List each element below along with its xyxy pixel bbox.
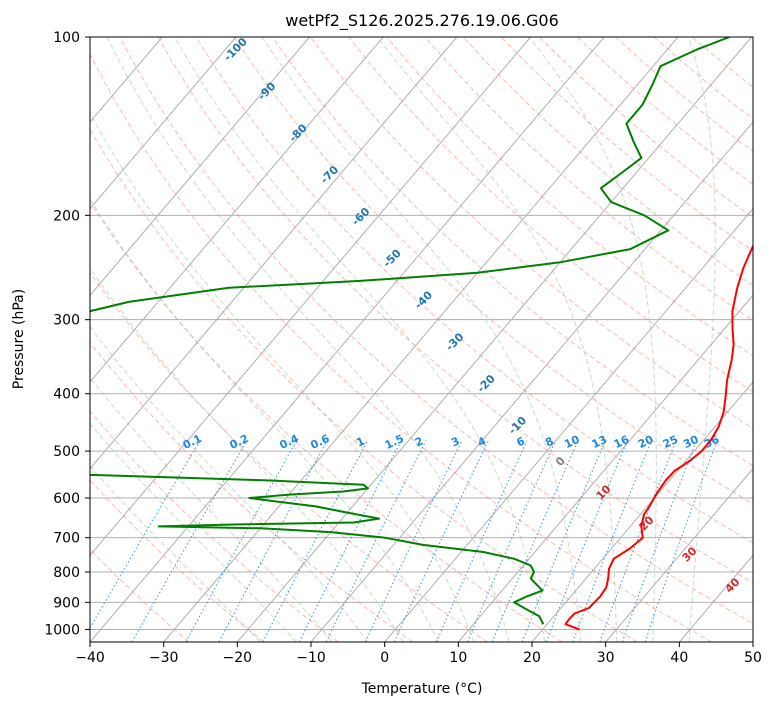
moist-adiabat-line xyxy=(90,326,369,642)
dry-adiabat-line xyxy=(310,37,753,430)
dry-adiabat-line xyxy=(90,128,638,642)
moist-adiabat-line xyxy=(174,37,546,642)
y-tick-label: 800 xyxy=(53,565,80,581)
mixing-ratio-line xyxy=(218,440,328,642)
isotherm-line xyxy=(90,37,531,557)
dry-adiabat-line xyxy=(90,201,563,642)
isotherm-line xyxy=(90,37,310,297)
x-tick-label: 50 xyxy=(744,650,762,666)
mixing-ratio-label: 36 xyxy=(702,433,722,451)
x-tick-label: 0 xyxy=(380,650,389,666)
dry-adiabat-line xyxy=(424,37,753,322)
moist-adiabat-line xyxy=(90,422,297,642)
moist-adiabat-line xyxy=(261,37,582,642)
mixing-ratio-line xyxy=(491,440,579,642)
series xyxy=(90,37,753,631)
x-axis-label: Temperature (°C) xyxy=(361,681,483,697)
mixing-ratio-line xyxy=(599,440,677,642)
isotherm-line xyxy=(90,37,458,470)
moist-adiabat-line xyxy=(90,198,439,642)
y-tick-label: 200 xyxy=(53,208,80,224)
x-tick-label: −10 xyxy=(296,650,326,666)
mixing-ratio-line xyxy=(435,440,528,642)
mixing-ratio-line xyxy=(131,440,248,642)
mixing-ratio-line xyxy=(644,440,718,642)
moist-adiabat-line xyxy=(106,37,510,642)
mixing-ratio-line xyxy=(621,440,697,642)
moist-adiabat-line xyxy=(528,37,657,642)
x-tick-label: 40 xyxy=(670,650,688,666)
mixing-ratio-line xyxy=(467,440,557,642)
mixing-ratio-label: 13 xyxy=(590,433,609,451)
x-tick-label: −40 xyxy=(75,650,105,666)
isotherm-line xyxy=(457,294,753,642)
moist-adiabat-line xyxy=(90,465,261,642)
mixing-ratio-label: 10 xyxy=(562,433,582,451)
plot-frame xyxy=(89,36,754,643)
dewpoint-profile-line xyxy=(90,37,730,625)
dry-adiabat-line xyxy=(119,37,753,624)
x-tick-label: −30 xyxy=(149,650,179,666)
isotherm-line xyxy=(384,207,753,642)
isotherm-line xyxy=(163,37,679,642)
y-tick-label: 1000 xyxy=(44,622,80,638)
y-tick-label: 500 xyxy=(53,444,80,460)
isotherm-line xyxy=(90,37,384,383)
dry-adiabat-line xyxy=(157,37,753,584)
x-tick-label: 30 xyxy=(597,650,615,666)
x-axis-ticks: −40 −30 −20 −10 0 10 20 30 40 50 xyxy=(75,642,762,666)
y-axis-label: Pressure (hPa) xyxy=(11,289,27,389)
mixing-ratio-line xyxy=(185,440,297,642)
dry-adiabat-line xyxy=(462,37,753,287)
dry-adiabat-line xyxy=(386,37,753,357)
dry-adiabat-line xyxy=(90,479,264,642)
mixing-ratio-label: 20 xyxy=(636,433,656,451)
dry-adiabat-line xyxy=(90,271,488,642)
y-tick-label: 100 xyxy=(53,30,80,46)
y-tick-label: 700 xyxy=(53,531,80,547)
dry-adiabat-line xyxy=(271,37,753,467)
mixing-ratio-label: 30 xyxy=(681,433,701,451)
x-tick-label: 10 xyxy=(449,650,467,666)
dry-adiabat-line xyxy=(90,410,339,642)
isotherm-line xyxy=(531,381,753,642)
moist-adiabat-line xyxy=(688,37,716,642)
x-tick-label: 20 xyxy=(523,650,541,666)
isotherm-line xyxy=(90,37,605,642)
y-tick-label: 300 xyxy=(53,313,80,329)
isotherm-line xyxy=(90,37,237,210)
mixing-ratio-line xyxy=(325,440,427,642)
isotherm-line xyxy=(605,467,753,642)
chart-title: wetPf2_S126.2025.276.19.06.G06 xyxy=(285,11,559,31)
isotherm-line xyxy=(236,37,752,642)
y-axis-ticks: 1000 900 800 700 600 500 400 300 200 100 xyxy=(44,30,90,638)
moist-adiabat-line xyxy=(90,377,333,642)
moist-adiabat-line xyxy=(90,112,475,642)
moist-adiabat-line xyxy=(90,267,404,642)
y-tick-label: 600 xyxy=(53,491,80,507)
dry-adiabat-line xyxy=(90,52,712,642)
temperature-profile-line xyxy=(564,244,753,631)
x-tick-label: −20 xyxy=(223,650,253,666)
y-tick-label: 900 xyxy=(53,595,80,611)
mixing-ratio-line xyxy=(90,440,201,629)
mixing-ratio-label: 25 xyxy=(661,433,680,451)
mixing-ratio-label: 16 xyxy=(612,433,632,451)
y-tick-label: 400 xyxy=(53,387,80,403)
dry-adiabat-line xyxy=(233,37,753,505)
